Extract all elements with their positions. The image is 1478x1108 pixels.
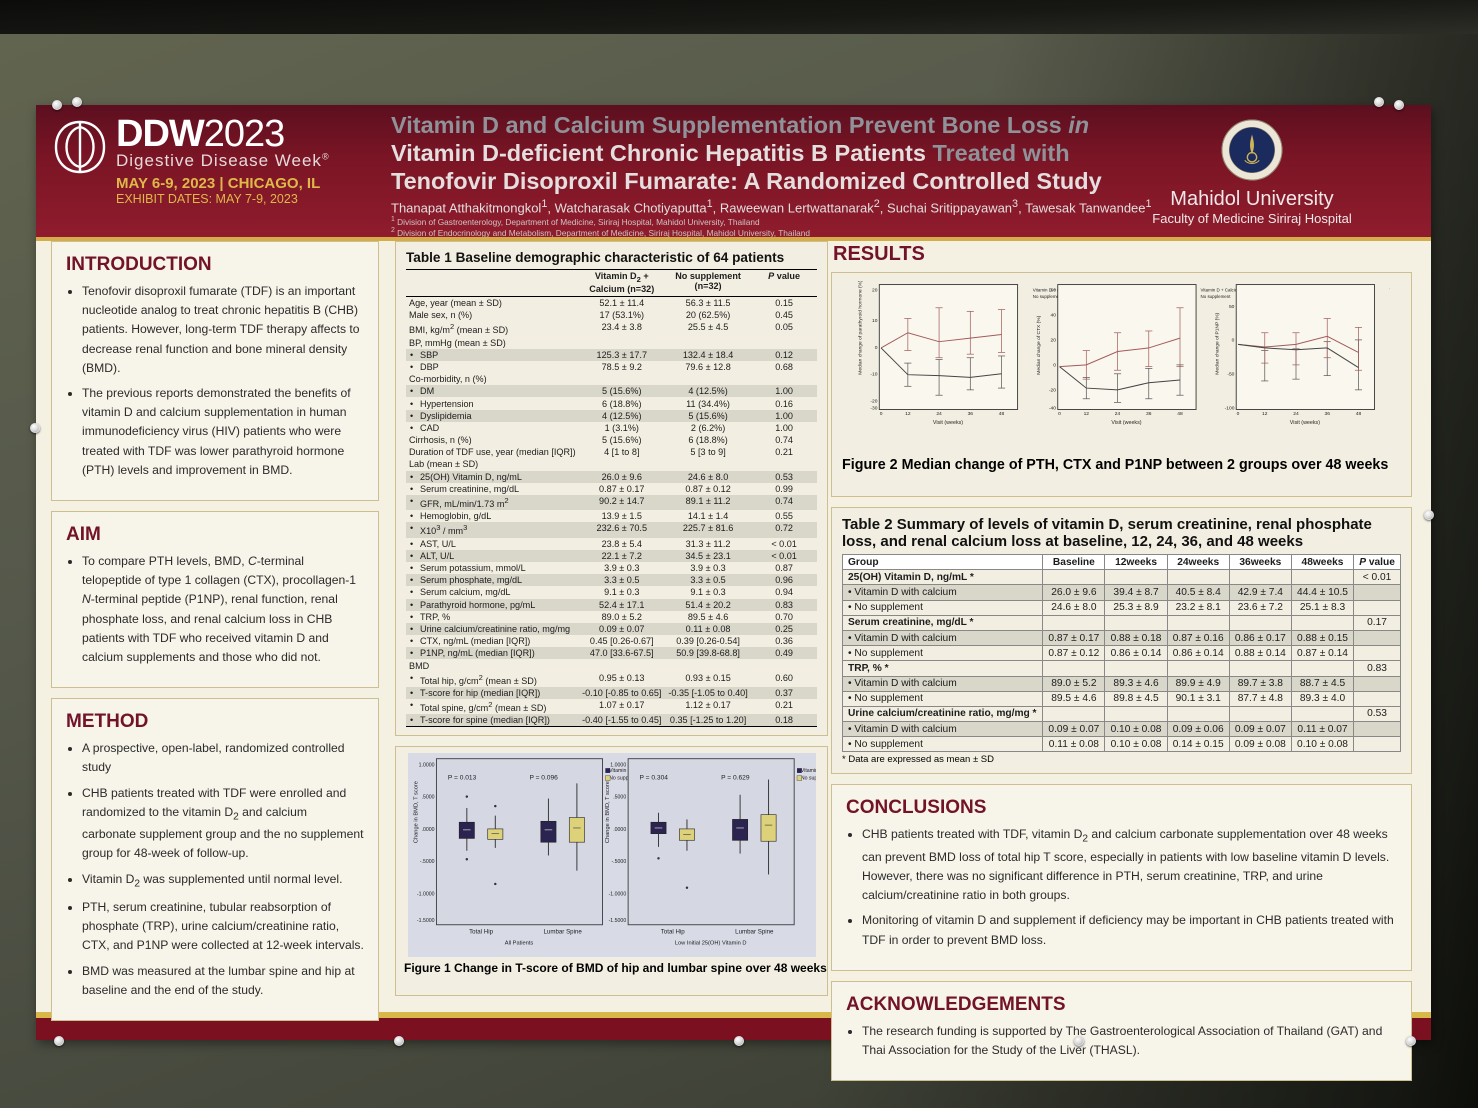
svg-text:-1.0000: -1.0000: [416, 892, 434, 898]
svg-text:-1.5000: -1.5000: [608, 918, 626, 924]
svg-text:Median change of P1NP (%): Median change of P1NP (%): [1214, 312, 1220, 374]
svg-text:20: 20: [872, 288, 878, 294]
svg-text:10: 10: [872, 318, 878, 324]
svg-text:0: 0: [1231, 338, 1234, 344]
svg-text:24: 24: [936, 411, 942, 417]
svg-text:P = 0.304: P = 0.304: [639, 775, 668, 782]
svg-text:Lumbar Spine: Lumbar Spine: [735, 929, 774, 936]
svg-text:12: 12: [905, 411, 911, 417]
svg-text:48: 48: [1355, 411, 1361, 417]
svg-text:12: 12: [1262, 411, 1268, 417]
svg-text:36: 36: [1324, 411, 1330, 417]
svg-text:Visit (weeks): Visit (weeks): [932, 420, 962, 426]
svg-text:Median change of parathyroid h: Median change of parathyroid hormone (%): [857, 281, 863, 375]
svg-text:Change in BMD, T score: Change in BMD, T score: [605, 781, 611, 843]
svg-text:No supplement (n=13): No supplement (n=13): [800, 776, 815, 782]
svg-text:-1.5000: -1.5000: [416, 918, 434, 924]
svg-text:60: 60: [1050, 288, 1056, 294]
svg-text:0: 0: [1058, 411, 1061, 417]
svg-text:0: 0: [879, 411, 882, 417]
svg-text:-1.0000: -1.0000: [608, 892, 626, 898]
svg-text:All Patients: All Patients: [504, 941, 533, 947]
svg-text:12: 12: [1083, 411, 1089, 417]
svg-text:0: 0: [874, 345, 877, 351]
svg-text:Vitamin D + Calcium: Vitamin D + Calcium: [1200, 288, 1241, 293]
svg-text:20: 20: [1050, 338, 1056, 344]
svg-text:Median change of CTX (%): Median change of CTX (%): [1035, 315, 1041, 374]
svg-text:50: 50: [1228, 304, 1234, 310]
svg-text:Total Hip: Total Hip: [469, 929, 494, 936]
svg-text:0: 0: [1053, 363, 1056, 369]
svg-text:.5000: .5000: [421, 795, 434, 801]
svg-text:36: 36: [967, 411, 973, 417]
svg-text:36: 36: [1146, 411, 1152, 417]
svg-text:-100: -100: [1224, 405, 1234, 411]
svg-text:Change in BMD, T score: Change in BMD, T score: [413, 781, 419, 843]
svg-text:No supplement: No supplement: [1200, 294, 1231, 299]
svg-text:0: 0: [1236, 411, 1239, 417]
svg-text:-.5000: -.5000: [611, 860, 626, 866]
svg-text:P = 0.013: P = 0.013: [447, 775, 476, 782]
svg-text:-10: -10: [870, 372, 877, 378]
svg-text:Visit (weeks): Visit (weeks): [1289, 420, 1319, 426]
svg-text:-.5000: -.5000: [419, 860, 434, 866]
svg-text:-20: -20: [870, 398, 877, 404]
svg-text:24: 24: [1293, 411, 1299, 417]
svg-text:1.0000: 1.0000: [610, 763, 626, 769]
svg-text:Total Hip: Total Hip: [660, 929, 685, 936]
svg-text:48: 48: [1177, 411, 1183, 417]
svg-text:P = 0.629: P = 0.629: [721, 775, 750, 782]
svg-text:-40: -40: [1048, 405, 1055, 411]
svg-text:48: 48: [998, 411, 1004, 417]
svg-text:Vitamin D + Calcium (n=13): Vitamin D + Calcium (n=13): [800, 768, 815, 774]
svg-text:Lumbar Spine: Lumbar Spine: [543, 929, 582, 936]
svg-text:Low Initial 25(OH) Vitamin D: Low Initial 25(OH) Vitamin D: [674, 941, 746, 947]
svg-text:Visit (weeks): Visit (weeks): [1111, 420, 1141, 426]
svg-text:.5000: .5000: [613, 795, 626, 801]
svg-text:.0000: .0000: [613, 827, 626, 833]
svg-text:.0000: .0000: [421, 827, 434, 833]
svg-text:24: 24: [1114, 411, 1120, 417]
svg-text:-20: -20: [1048, 388, 1055, 394]
svg-text:-30: -30: [870, 405, 877, 411]
svg-text:40: 40: [1050, 313, 1056, 319]
svg-text:1.0000: 1.0000: [418, 763, 434, 769]
svg-text:-50: -50: [1227, 372, 1234, 378]
svg-text:P = 0.096: P = 0.096: [529, 775, 558, 782]
